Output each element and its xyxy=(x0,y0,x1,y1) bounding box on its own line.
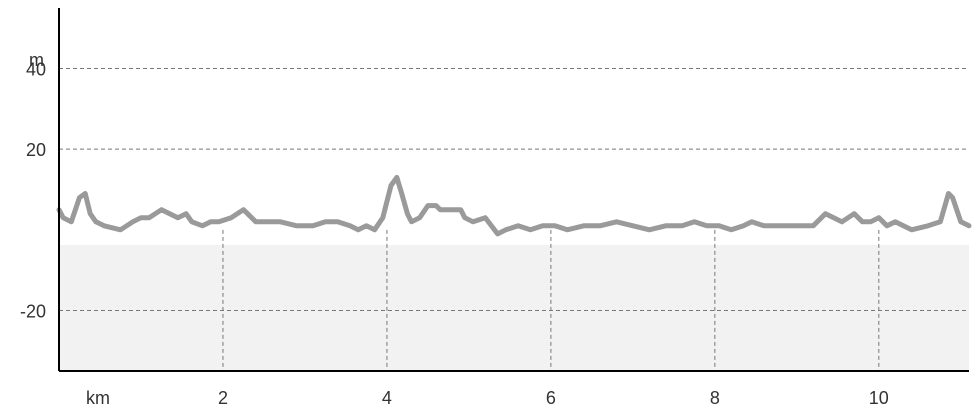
x-axis-label: km xyxy=(86,388,110,408)
x-tick-label: 10 xyxy=(869,388,889,408)
grid xyxy=(59,68,969,371)
x-tick-label: 6 xyxy=(546,388,556,408)
x-tick-label: 4 xyxy=(382,388,392,408)
tick-labels: -20 20 40 2 4 6 8 10 xyxy=(20,60,889,409)
x-tick-label: 8 xyxy=(710,388,720,408)
elevation-line xyxy=(56,174,972,237)
plot-background xyxy=(59,245,969,371)
y-axis-label: m xyxy=(29,50,44,70)
y-tick-label: 40 xyxy=(26,60,46,80)
axes xyxy=(58,8,969,372)
y-tick-label: -20 xyxy=(20,302,46,322)
x-tick-label: 2 xyxy=(218,388,228,408)
y-tick-label: 20 xyxy=(26,140,46,160)
